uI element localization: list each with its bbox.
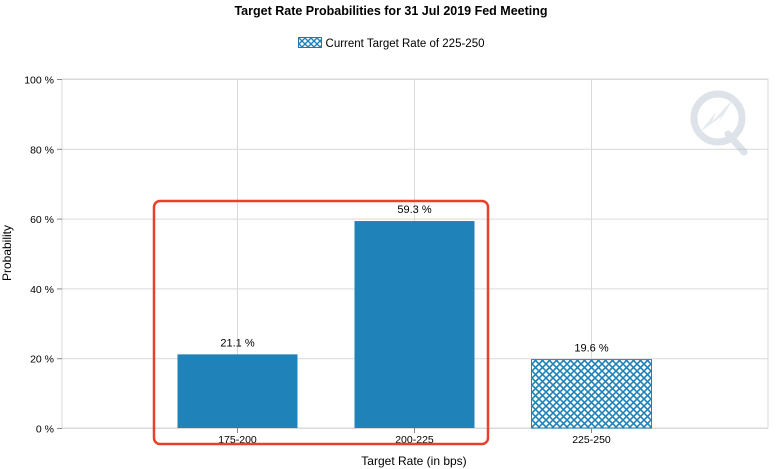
bars xyxy=(177,221,652,429)
bar-175-200 xyxy=(177,354,298,428)
data-label-175-200: 21.1 % xyxy=(220,337,254,349)
y-tick-label: 40 % xyxy=(30,284,54,296)
y-tick-labels: 0 % 20 % 40 % 60 % 80 % 100 % xyxy=(24,75,54,436)
y-tick-label: 100 % xyxy=(24,75,54,87)
y-tick-label: 0 % xyxy=(36,424,54,436)
x-axis-title: Target Rate (in bps) xyxy=(361,454,466,468)
x-tick-label-225-250: 225-250 xyxy=(572,434,611,446)
data-labels: 21.1 % 59.3 % 19.6 % xyxy=(220,204,608,355)
bar-225-250 xyxy=(531,359,652,429)
bar-200-225 xyxy=(354,221,475,428)
chart-title: Target Rate Probabilities for 31 Jul 201… xyxy=(234,4,548,18)
watermark-logo-icon xyxy=(690,90,748,156)
highlight-box xyxy=(152,199,490,446)
data-label-200-225: 59.3 % xyxy=(397,204,431,216)
y-axis-title: Probability xyxy=(0,225,14,281)
y-tick-label: 60 % xyxy=(30,214,54,226)
y-tick-label: 80 % xyxy=(30,144,54,156)
y-tick-label: 20 % xyxy=(30,354,54,366)
legend: Current Target Rate of 225-250 xyxy=(0,37,782,50)
legend-label: Current Target Rate of 225-250 xyxy=(325,38,485,50)
legend-swatch-hatched xyxy=(297,37,322,48)
data-label-225-250: 19.6 % xyxy=(574,343,608,355)
